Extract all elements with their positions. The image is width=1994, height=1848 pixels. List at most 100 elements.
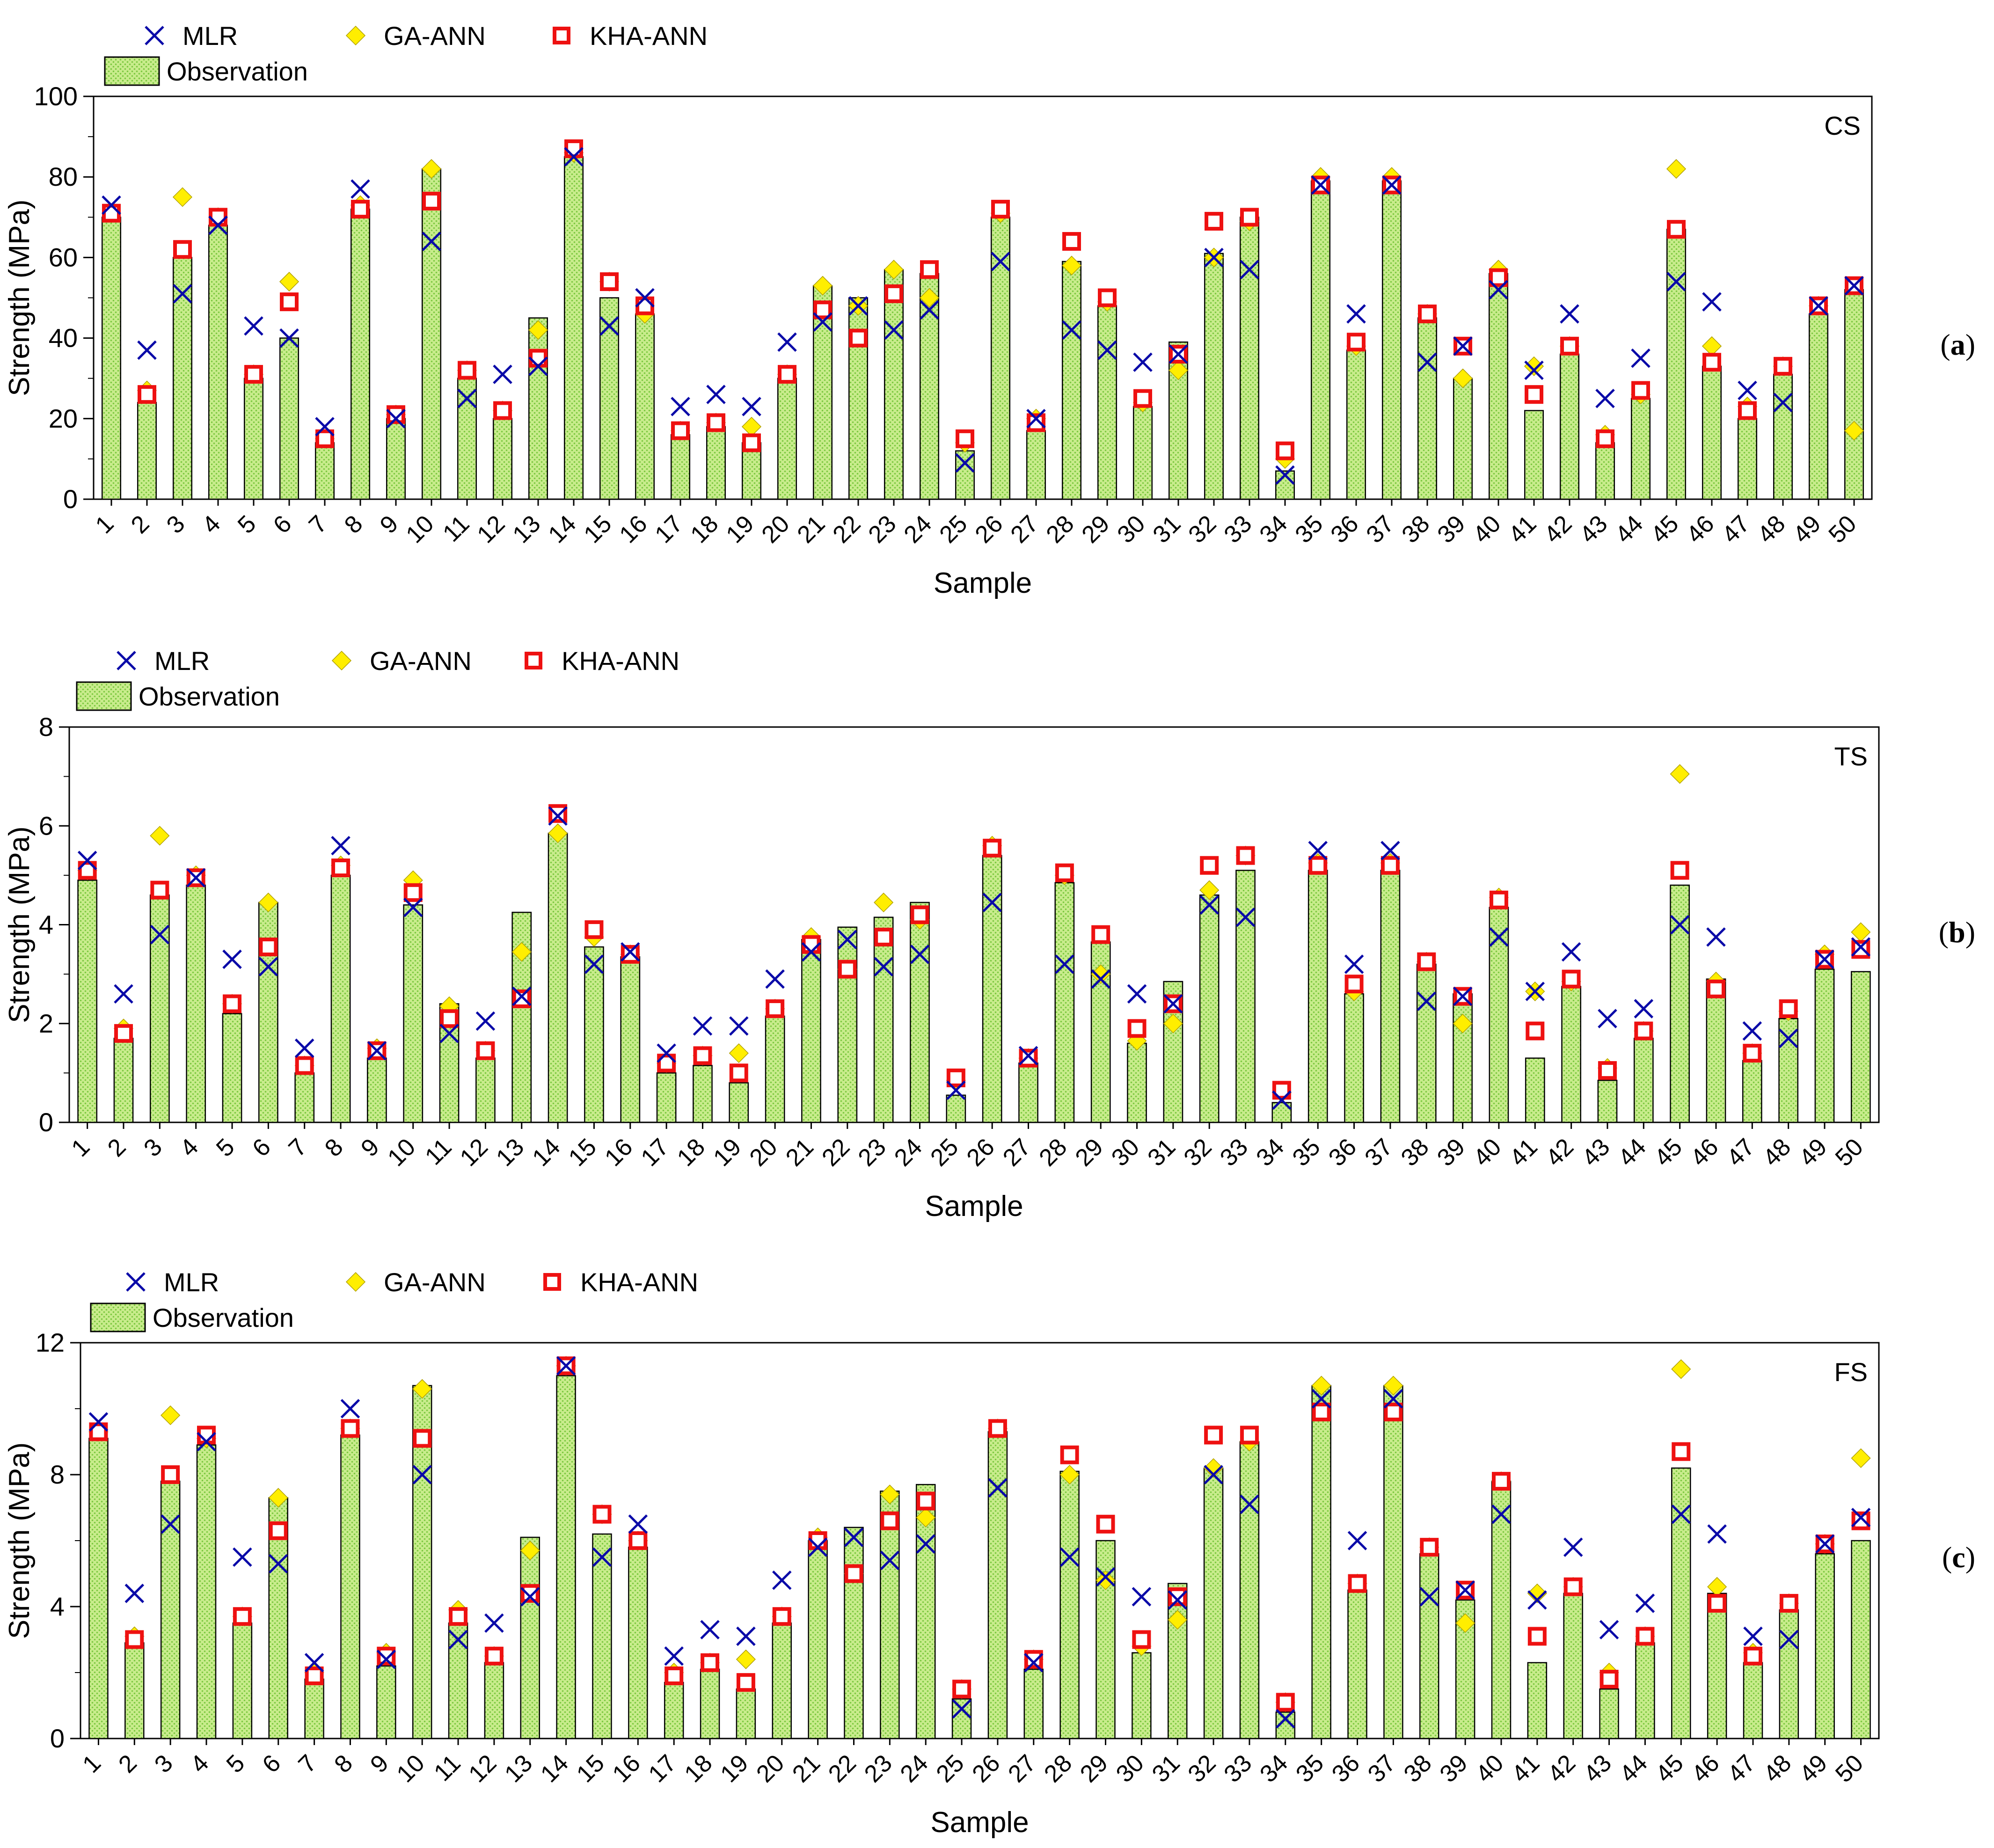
kha-ann-point	[1779, 999, 1798, 1019]
ga-ann-point	[1168, 360, 1189, 380]
ga-ann-point	[1168, 1610, 1188, 1630]
mlr-point	[548, 806, 568, 826]
legend-mlr-icon	[145, 26, 164, 45]
mlr-point	[1595, 388, 1615, 408]
legend-mlr-label: MLR	[154, 646, 210, 676]
x-tick-label: 35	[1290, 510, 1329, 548]
x-tick-label: 10	[392, 1749, 430, 1788]
observation-bar	[1844, 289, 1864, 500]
observation-bar	[314, 442, 335, 500]
mlr-point	[1489, 927, 1509, 947]
observation-bar	[1018, 1062, 1038, 1123]
x-tick-label: 48	[1758, 1749, 1797, 1788]
kha-ann-point	[838, 960, 857, 979]
kha-ann-point	[1634, 1021, 1653, 1040]
observation-bar	[884, 269, 904, 500]
observation-bar	[160, 1480, 181, 1739]
kha-ann-point	[493, 401, 512, 420]
kha-ann-point	[1706, 979, 1725, 998]
mlr-point	[1815, 1534, 1835, 1554]
kha-ann-point	[1200, 856, 1219, 875]
ga-ann-point	[1851, 922, 1871, 942]
observation-bar	[1633, 1038, 1654, 1123]
observation-bar	[1527, 1662, 1548, 1739]
kha-ann-point	[315, 429, 334, 448]
x-tick-label: 11	[438, 510, 475, 547]
observation-bar	[556, 1375, 576, 1739]
mlr-point	[1059, 1547, 1080, 1567]
observation-bar	[1347, 1589, 1367, 1739]
mlr-point	[457, 388, 477, 408]
x-tick-label: 3	[139, 1133, 167, 1162]
kha-ann-point	[1127, 1019, 1147, 1038]
kha-ann-point	[150, 880, 169, 900]
observation-bar	[1167, 1583, 1188, 1739]
x-tick-label: 38	[1399, 1749, 1437, 1788]
observation-bar	[1773, 373, 1793, 500]
observation-bar	[1595, 442, 1615, 500]
mlr-point	[772, 1570, 792, 1590]
mlr-point	[475, 1011, 496, 1031]
x-tick-label: 37	[1363, 1749, 1401, 1788]
observation-bar	[1097, 305, 1118, 500]
kha-ann-point	[1738, 401, 1757, 420]
ga-ann-point	[1851, 1448, 1871, 1468]
kha-ann-point	[161, 1465, 180, 1484]
x-tick-label: 41	[1506, 1749, 1545, 1788]
x-tick-label: 5	[233, 510, 261, 538]
kha-ann-point	[1276, 441, 1294, 460]
x-tick-label: 39	[1435, 1749, 1473, 1788]
mlr-point	[1527, 1590, 1547, 1610]
x-tick-label: 2	[113, 1749, 142, 1778]
x-tick-label: 21	[787, 1749, 825, 1788]
observation-bar	[1132, 1652, 1152, 1739]
ga-ann-point	[1311, 1375, 1331, 1396]
x-tick-label: 42	[1539, 510, 1578, 548]
observation-bar	[1310, 180, 1331, 500]
mlr-point	[1163, 994, 1183, 1014]
ga-ann-point	[1455, 1613, 1475, 1633]
observation-bar	[1132, 406, 1153, 500]
kha-ann-point	[920, 260, 939, 279]
mlr-point	[493, 364, 512, 384]
y-axis-label: Strength (MPa)	[3, 199, 36, 396]
kha-ann-point	[772, 1607, 791, 1626]
ga-ann-point	[268, 1488, 288, 1508]
ga-ann-point	[736, 1649, 756, 1669]
mlr-point	[422, 232, 441, 251]
kha-ann-point	[114, 1024, 133, 1043]
x-tick-label: 41	[1505, 1133, 1543, 1171]
mlr-point	[777, 332, 797, 352]
panel-b: 0 2 4 6 8 Strength (MPa) TS 1 2 3 4 5 6 7 8 9 10 11 12 13 14…	[0, 616, 1994, 1231]
kha-ann-point	[529, 349, 548, 368]
x-tick-label: 1	[66, 1133, 95, 1162]
kha-ann-point	[665, 1666, 684, 1686]
x-tick-label: 32	[1183, 1749, 1221, 1788]
observation-bar	[620, 956, 641, 1123]
observation-bar	[584, 946, 604, 1123]
ga-ann-point	[919, 288, 940, 308]
kha-ann-point	[223, 994, 242, 1013]
mlr-point	[114, 984, 133, 1004]
observation-bar	[77, 880, 98, 1123]
panel-a: 0 20 40 60 80 100 Strength (MPa) CS 1 2 3 4 5 6 7 8 9 10 1…	[0, 0, 1994, 616]
mlr-point	[1635, 1593, 1655, 1613]
kha-ann-point	[1596, 429, 1614, 448]
observation-bar	[1707, 1593, 1727, 1739]
x-tick-label: 20	[751, 1749, 789, 1788]
x-tick-label: 46	[1681, 510, 1720, 548]
observation-bar	[801, 939, 821, 1123]
x-tick-label: 48	[1758, 1133, 1796, 1171]
mlr-point	[1204, 1465, 1223, 1484]
mlr-point	[1815, 949, 1834, 969]
y-tick-label: 0	[50, 1724, 65, 1753]
mlr-point	[982, 893, 1002, 912]
y-tick-label: 0	[63, 484, 78, 514]
mlr-point	[208, 215, 228, 235]
kha-ann-point	[305, 1666, 324, 1686]
x-tick-label: 39	[1432, 1133, 1470, 1171]
x-tick-label: 24	[899, 510, 937, 548]
mlr-point	[1598, 1009, 1617, 1028]
kha-ann-point	[1491, 1472, 1511, 1491]
